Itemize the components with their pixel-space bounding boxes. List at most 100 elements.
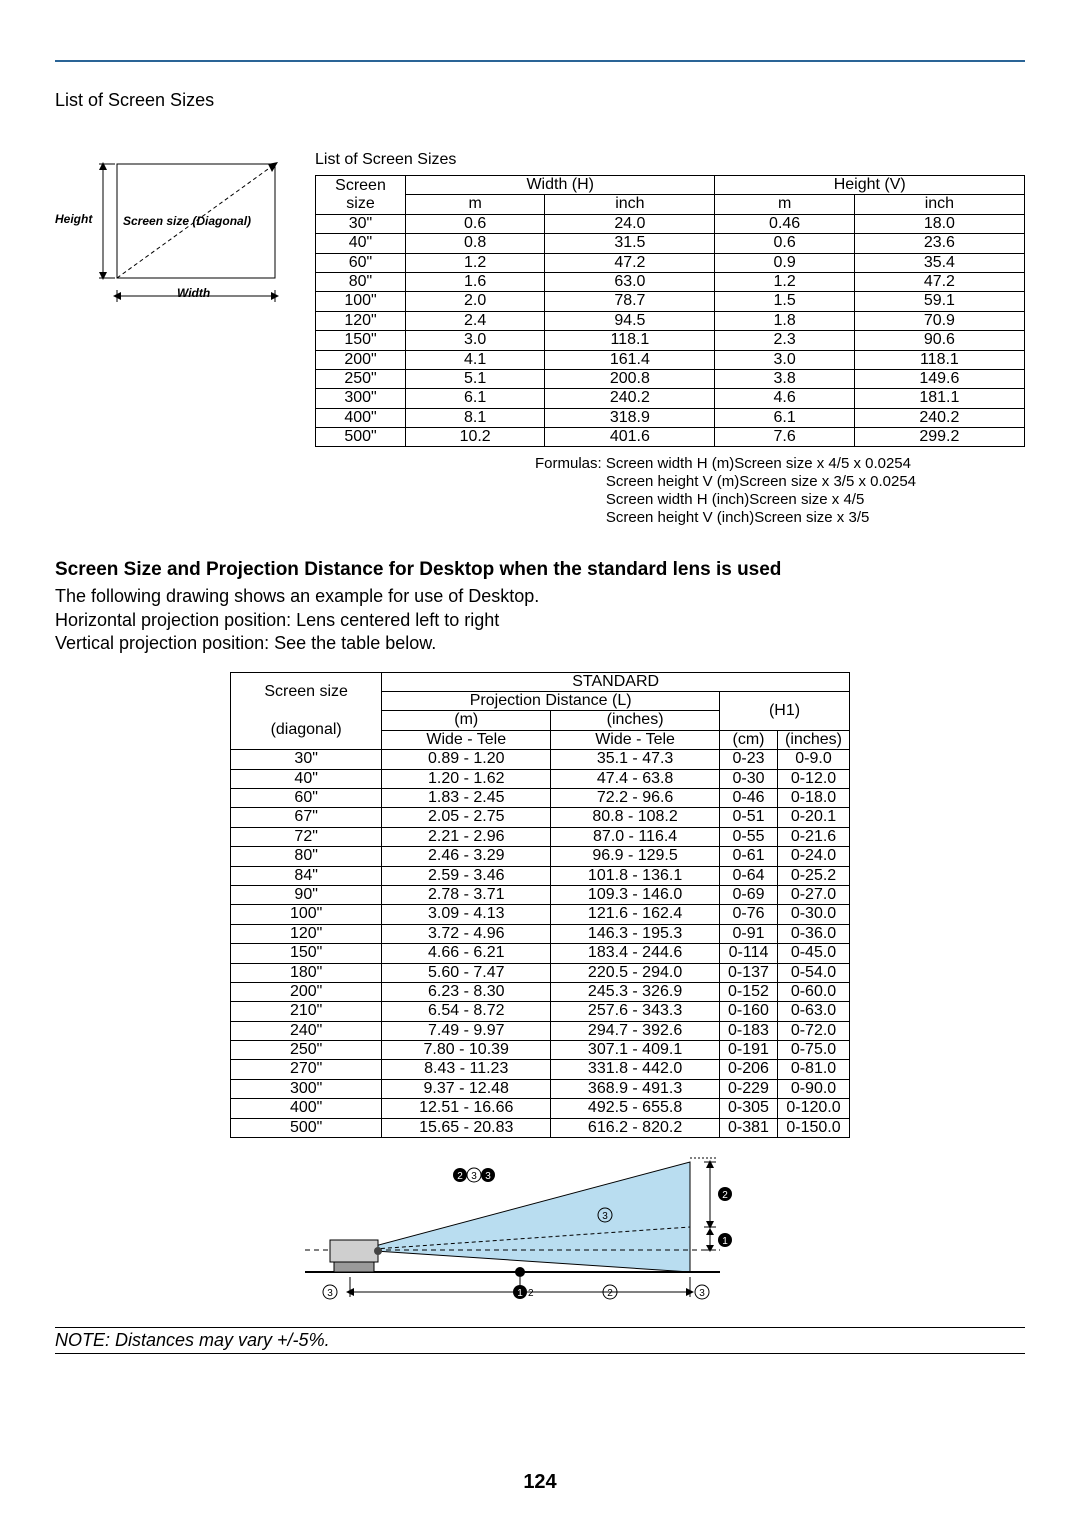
th-proj-dist: Projection Distance (L) <box>382 692 720 711</box>
table-cell: 3.8 <box>715 369 854 388</box>
table-row: 270"8.43 - 11.23331.8 - 442.00-2060-81.0 <box>231 1060 850 1079</box>
table-row: 400"8.1318.96.1240.2 <box>316 408 1025 427</box>
table-cell: 60" <box>231 788 382 807</box>
table-row: 40"0.831.50.623.6 <box>316 234 1025 253</box>
table-cell: 2.59 - 3.46 <box>382 866 551 885</box>
table-row: 400"12.51 - 16.66492.5 - 655.80-3050-120… <box>231 1099 850 1118</box>
table-cell: 40" <box>316 234 406 253</box>
section2-p2: Horizontal projection position: Lens cen… <box>55 610 499 630</box>
table-cell: 0-90.0 <box>778 1079 850 1098</box>
table-cell: 118.1 <box>854 350 1024 369</box>
table-cell: 0-150.0 <box>778 1118 850 1137</box>
table-cell: 72.2 - 96.6 <box>551 788 720 807</box>
th-height-v: Height (V) <box>715 176 1025 195</box>
section2-body: The following drawing shows an example f… <box>55 585 1025 655</box>
table-row: 500"15.65 - 20.83616.2 - 820.20-3810-150… <box>231 1118 850 1137</box>
table-cell: 2.21 - 2.96 <box>382 827 551 846</box>
table-cell: 2.05 - 2.75 <box>382 808 551 827</box>
table-cell: 0-60.0 <box>778 982 850 1001</box>
table-cell: 183.4 - 244.6 <box>551 944 720 963</box>
table-cell: 240.2 <box>854 408 1024 427</box>
table-cell: 0-25.2 <box>778 866 850 885</box>
table-cell: 0-20.1 <box>778 808 850 827</box>
table-cell: 401.6 <box>545 428 715 447</box>
th-diagonal: (diagonal) <box>231 711 382 750</box>
table-cell: 180" <box>231 963 382 982</box>
table-cell: 250" <box>231 1041 382 1060</box>
formula-4: Screen height V (inch)Screen size x 3/5 <box>606 509 869 526</box>
table-cell: 8.43 - 11.23 <box>382 1060 551 1079</box>
table-cell: 59.1 <box>854 292 1024 311</box>
projection-distance-table: Screen size STANDARD Projection Distance… <box>230 672 850 1138</box>
table-cell: 0.6 <box>406 214 545 233</box>
table-cell: 0-69 <box>720 885 778 904</box>
table-cell: 0-137 <box>720 963 778 982</box>
table-cell: 15.65 - 20.83 <box>382 1118 551 1137</box>
table-cell: 6.1 <box>406 389 545 408</box>
table-row: 180"5.60 - 7.47220.5 - 294.00-1370-54.0 <box>231 963 850 982</box>
table-cell: 0.8 <box>406 234 545 253</box>
table-cell: 60" <box>316 253 406 272</box>
table-cell: 5.1 <box>406 369 545 388</box>
table-cell: 0-30 <box>720 769 778 788</box>
table-cell: 35.1 - 47.3 <box>551 750 720 769</box>
table-cell: 120" <box>231 924 382 943</box>
table-cell: 70.9 <box>854 311 1024 330</box>
table-cell: 245.3 - 326.9 <box>551 982 720 1001</box>
table-cell: 84" <box>231 866 382 885</box>
table-cell: 294.7 - 392.6 <box>551 1021 720 1040</box>
table-cell: 30" <box>316 214 406 233</box>
table-cell: 0-206 <box>720 1060 778 1079</box>
svg-text:3: 3 <box>327 1288 333 1299</box>
table-cell: 67" <box>231 808 382 827</box>
note-rule-bot <box>55 1353 1025 1354</box>
table-cell: 2.0 <box>406 292 545 311</box>
table-cell: 4.6 <box>715 389 854 408</box>
table-row: 250"7.80 - 10.39307.1 - 409.10-1910-75.0 <box>231 1041 850 1060</box>
table-row: 300"6.1240.24.6181.1 <box>316 389 1025 408</box>
table-row: 100"2.078.71.559.1 <box>316 292 1025 311</box>
table-cell: 6.23 - 8.30 <box>382 982 551 1001</box>
svg-text:2: 2 <box>528 1288 534 1299</box>
table-cell: 240" <box>231 1021 382 1040</box>
table-cell: 250" <box>316 369 406 388</box>
table-cell: 0-152 <box>720 982 778 1001</box>
table-cell: 72" <box>231 827 382 846</box>
th-w-m: m <box>406 195 545 214</box>
th-h1: (H1) <box>720 692 850 731</box>
svg-text:2: 2 <box>722 1190 728 1201</box>
table1-caption: List of Screen Sizes <box>315 151 1025 169</box>
table-cell: 0-229 <box>720 1079 778 1098</box>
section2-p1: The following drawing shows an example f… <box>55 586 539 606</box>
table-cell: 2.78 - 3.71 <box>382 885 551 904</box>
formula-1: Screen width H (m)Screen size x 4/5 x 0.… <box>606 455 911 472</box>
table-cell: 200" <box>316 350 406 369</box>
table-cell: 0-12.0 <box>778 769 850 788</box>
table-cell: 101.8 - 136.1 <box>551 866 720 885</box>
table-cell: 0-75.0 <box>778 1041 850 1060</box>
table-cell: 24.0 <box>545 214 715 233</box>
table-cell: 161.4 <box>545 350 715 369</box>
table-cell: 12.51 - 16.66 <box>382 1099 551 1118</box>
table-row: 30"0.624.00.4618.0 <box>316 214 1025 233</box>
table-cell: 181.1 <box>854 389 1024 408</box>
table-cell: 9.37 - 12.48 <box>382 1079 551 1098</box>
table-cell: 0-91 <box>720 924 778 943</box>
table-cell: 307.1 - 409.1 <box>551 1041 720 1060</box>
table-cell: 78.7 <box>545 292 715 311</box>
table-cell: 0-61 <box>720 847 778 866</box>
table-row: 150"3.0118.12.390.6 <box>316 331 1025 350</box>
table-cell: 150" <box>316 331 406 350</box>
table-cell: 10.2 <box>406 428 545 447</box>
table-cell: 7.80 - 10.39 <box>382 1041 551 1060</box>
svg-text:3: 3 <box>699 1288 705 1299</box>
table-cell: 80" <box>231 847 382 866</box>
table-cell: 3.0 <box>406 331 545 350</box>
row-diagram-table: Height Screen size (Diagonal) Width List… <box>55 151 1025 527</box>
table-cell: 0-18.0 <box>778 788 850 807</box>
table-row: 100"3.09 - 4.13121.6 - 162.40-760-30.0 <box>231 905 850 924</box>
table-cell: 300" <box>316 389 406 408</box>
table-cell: 47.2 <box>545 253 715 272</box>
table-row: 120"3.72 - 4.96146.3 - 195.30-910-36.0 <box>231 924 850 943</box>
table-row: 210"6.54 - 8.72257.6 - 343.30-1600-63.0 <box>231 1002 850 1021</box>
